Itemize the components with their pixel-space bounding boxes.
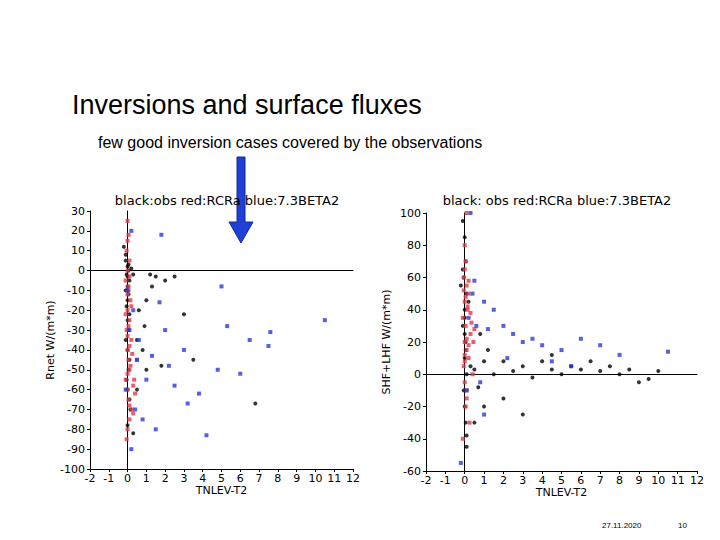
svg-text:-60: -60: [403, 465, 421, 478]
svg-text:80: 80: [407, 239, 421, 252]
svg-text:-20: -20: [67, 304, 85, 317]
svg-text:6: 6: [577, 474, 584, 487]
svg-text:10: 10: [678, 521, 687, 530]
svg-text:7: 7: [256, 472, 263, 485]
svg-text:5: 5: [558, 474, 565, 487]
svg-text:few good inversion cases cover: few good inversion cases covered by the …: [98, 134, 482, 151]
svg-text:0: 0: [124, 472, 131, 485]
svg-text:8: 8: [616, 474, 623, 487]
svg-text:6: 6: [237, 472, 244, 485]
svg-text:-40: -40: [403, 432, 421, 445]
svg-text:1: 1: [481, 474, 488, 487]
svg-text:-1: -1: [440, 474, 451, 487]
svg-text:5: 5: [218, 472, 225, 485]
svg-text:10: 10: [71, 244, 85, 257]
svg-text:30: 30: [71, 205, 85, 218]
svg-text:-20: -20: [403, 400, 421, 413]
svg-text:9: 9: [635, 474, 642, 487]
svg-text:black:obs red:RCRa blue:7.3BET: black:obs red:RCRa blue:7.3BETA2: [115, 193, 339, 208]
svg-text:-70: -70: [67, 403, 85, 416]
svg-text:100: 100: [400, 207, 421, 220]
svg-text:12: 12: [346, 472, 360, 485]
svg-text:2: 2: [162, 472, 169, 485]
svg-text:40: 40: [407, 303, 421, 316]
svg-text:-60: -60: [67, 383, 85, 396]
svg-text:20: 20: [407, 336, 421, 349]
svg-text:-10: -10: [67, 284, 85, 297]
svg-text:10: 10: [651, 474, 665, 487]
svg-text:8: 8: [274, 472, 281, 485]
svg-text:-90: -90: [67, 443, 85, 456]
svg-text:-2: -2: [421, 474, 432, 487]
svg-text:black: obs red:RCRa blue:7.3BE: black: obs red:RCRa blue:7.3BETA2: [443, 193, 672, 208]
svg-text:60: 60: [407, 271, 421, 284]
svg-text:11: 11: [671, 474, 685, 487]
svg-text:TNLEV-T2: TNLEV-T2: [535, 486, 588, 499]
svg-text:-80: -80: [67, 423, 85, 436]
svg-text:3: 3: [180, 472, 187, 485]
svg-text:-30: -30: [67, 324, 85, 337]
svg-text:3: 3: [519, 474, 526, 487]
svg-text:4: 4: [539, 474, 546, 487]
svg-text:27.11.2020: 27.11.2020: [602, 521, 642, 530]
svg-text:4: 4: [199, 472, 206, 485]
svg-text:-50: -50: [67, 363, 85, 376]
svg-text:9: 9: [293, 472, 300, 485]
svg-text:0: 0: [78, 264, 85, 277]
svg-text:-2: -2: [85, 472, 96, 485]
svg-text:-40: -40: [67, 343, 85, 356]
svg-text:Rnet W/(m*m): Rnet W/(m*m): [44, 300, 57, 379]
svg-text:10: 10: [308, 472, 322, 485]
svg-text:20: 20: [71, 224, 85, 237]
svg-text:7: 7: [597, 474, 604, 487]
svg-text:0: 0: [461, 474, 468, 487]
svg-text:SHF+LHF W/(m*m): SHF+LHF W/(m*m): [380, 289, 393, 394]
svg-text:0: 0: [414, 368, 421, 381]
svg-text:11: 11: [327, 472, 341, 485]
svg-text:Inversions and surface fluxes: Inversions and surface fluxes: [72, 90, 422, 120]
svg-text:TNLEV-T2: TNLEV-T2: [195, 484, 248, 497]
svg-text:12: 12: [690, 474, 704, 487]
svg-text:-100: -100: [60, 463, 85, 476]
svg-text:-1: -1: [103, 472, 114, 485]
svg-text:2: 2: [500, 474, 507, 487]
svg-text:1: 1: [143, 472, 150, 485]
